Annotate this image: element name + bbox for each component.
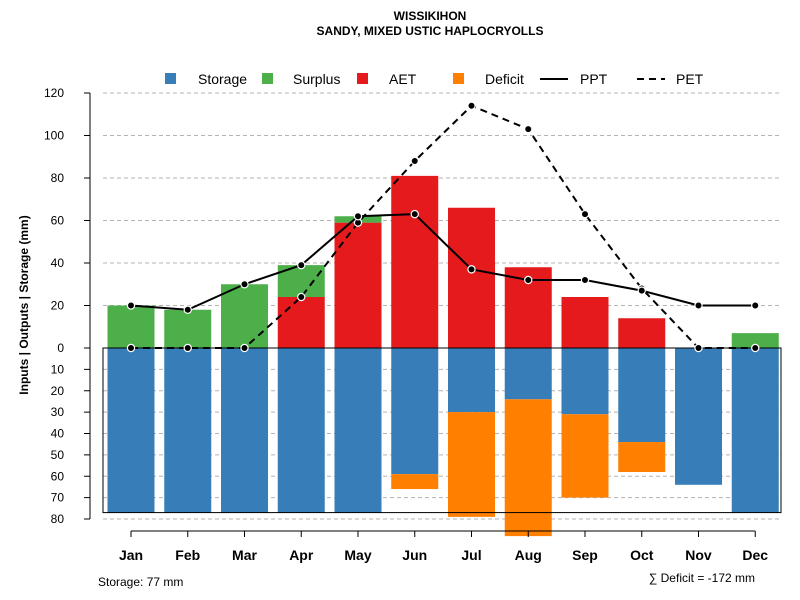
ppt-point — [126, 301, 136, 310]
deficit-bar — [561, 414, 609, 498]
y-tick-label: 20 — [51, 384, 65, 398]
deficit-bar — [504, 399, 552, 537]
pet-point — [467, 101, 476, 110]
ppt-point — [240, 280, 249, 289]
legend-label-surplus: Surplus — [293, 71, 340, 87]
surplus-bar — [107, 305, 155, 348]
storage-note: Storage: 77 mm — [98, 575, 183, 589]
x-tick-label: Nov — [685, 547, 712, 563]
ppt-point — [467, 265, 476, 274]
storage-bar — [277, 348, 325, 513]
series-lines — [126, 101, 760, 353]
aet-bar — [561, 297, 609, 348]
legend-label-pet: PET — [676, 71, 704, 87]
legend-swatch-surplus — [262, 73, 273, 84]
y-tick-label: 60 — [51, 214, 65, 228]
y-axis: 0 20 40 60 80 100 120 10 20 30 40 50 60 70 80 — [44, 86, 91, 526]
ppt-line — [130, 213, 756, 311]
deficit-bar — [618, 442, 666, 472]
y-tick-label: 10 — [51, 362, 65, 376]
storage-bar — [391, 348, 439, 475]
pet-point — [410, 156, 419, 166]
legend-swatch-deficit — [453, 73, 464, 84]
storage-bar — [618, 348, 666, 443]
x-tick-label: Oct — [630, 547, 654, 563]
y-tick-label: 30 — [51, 405, 65, 419]
pet-point — [183, 343, 192, 353]
ppt-point — [183, 305, 192, 314]
ppt-point — [524, 275, 533, 285]
storage-bar — [221, 348, 268, 513]
deficit-bar — [391, 474, 439, 490]
y-tick-label: 20 — [51, 299, 65, 313]
pet-point — [240, 343, 249, 353]
aet-bar — [334, 222, 382, 348]
legend-swatch-storage — [165, 73, 176, 84]
y-tick-label: 60 — [51, 469, 65, 483]
chart-title: WISSIKIHON — [394, 9, 467, 23]
y-tick-label: 0 — [57, 341, 64, 355]
gridlines — [103, 92, 781, 520]
legend: Storage Surplus AET Deficit PPT PET — [165, 71, 704, 87]
storage-bar — [561, 348, 609, 415]
ppt-point — [637, 286, 646, 295]
y-tick-label: 40 — [51, 427, 65, 441]
x-axis: Jan Feb Mar Apr May Jun Jul Aug Sep Oct Nov Dec — [119, 530, 768, 563]
storage-bar — [448, 348, 495, 413]
legend-label-ppt: PPT — [580, 71, 608, 87]
x-tick-label: Sep — [572, 547, 598, 563]
ppt-point — [297, 260, 306, 270]
legend-swatch-aet — [357, 73, 368, 84]
aet-bar — [448, 207, 495, 348]
x-tick-label: Mar — [232, 547, 257, 563]
y-tick-label: 80 — [51, 512, 65, 526]
bars — [102, 175, 782, 537]
legend-label-storage: Storage — [198, 71, 247, 87]
ppt-point — [353, 212, 363, 221]
legend-label-deficit: Deficit — [485, 71, 524, 87]
x-tick-label: Aug — [515, 547, 542, 563]
surplus-bar — [731, 333, 779, 348]
storage-bar — [107, 348, 155, 513]
aet-bar — [618, 318, 666, 348]
x-tick-label: May — [344, 547, 371, 563]
pet-point — [580, 209, 590, 219]
ppt-point — [580, 275, 590, 285]
y-tick-label: 120 — [44, 86, 64, 100]
ppt-point — [410, 209, 419, 219]
chart-subtitle: SANDY, MIXED USTIC HAPLOCRYOLLS — [317, 24, 544, 38]
aet-bar — [277, 297, 325, 348]
pet-point — [751, 343, 760, 353]
surplus-bar — [164, 309, 212, 348]
y-tick-label: 80 — [51, 171, 65, 185]
x-tick-label: Jan — [119, 547, 143, 563]
storage-bar — [504, 348, 552, 400]
x-tick-label: Dec — [742, 547, 768, 563]
pet-point — [694, 343, 703, 353]
x-tick-label: Feb — [175, 547, 200, 563]
legend-label-aet: AET — [389, 71, 417, 87]
pet-point — [297, 292, 306, 302]
deficit-note: ∑ Deficit = -172 mm — [649, 571, 755, 585]
x-tick-label: Apr — [289, 547, 314, 563]
storage-bar — [164, 348, 212, 513]
deficit-bar — [448, 412, 495, 517]
storage-bar — [731, 348, 779, 513]
ppt-point — [751, 301, 760, 310]
x-tick-label: Jul — [461, 547, 481, 563]
surplus-bar — [221, 284, 268, 348]
storage-bar — [334, 348, 382, 513]
y-tick-label: 100 — [44, 129, 64, 143]
storage-bar — [675, 348, 722, 485]
y-axis-label: Inputs | Outputs | Storage (mm) — [17, 215, 31, 394]
y-tick-label: 40 — [51, 256, 65, 270]
y-tick-label: 50 — [51, 448, 65, 462]
aet-bar — [391, 175, 439, 348]
x-tick-label: Jun — [402, 547, 427, 563]
ppt-point — [694, 301, 703, 310]
pet-point — [126, 343, 136, 353]
pet-point — [524, 124, 533, 134]
y-tick-label: 70 — [51, 491, 65, 505]
